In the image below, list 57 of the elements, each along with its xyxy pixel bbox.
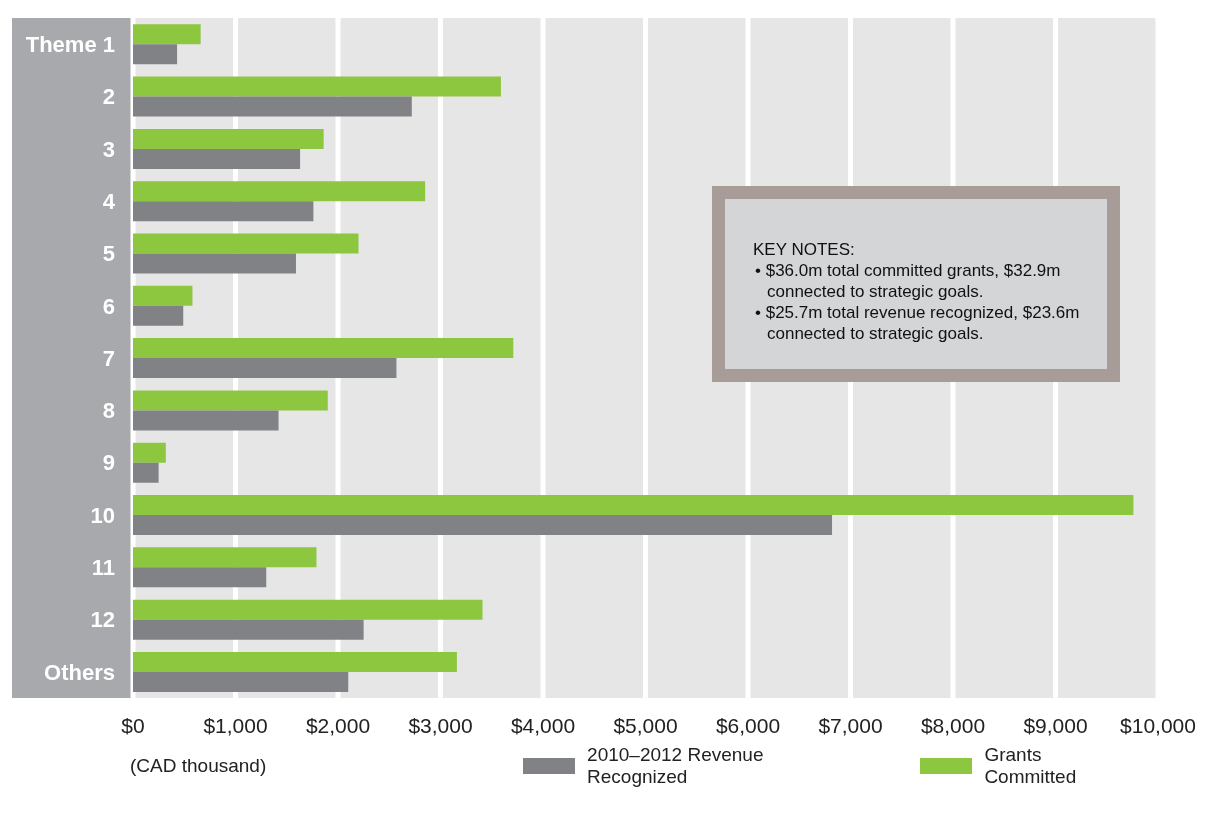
x-tick-label: $7,000 bbox=[818, 713, 883, 737]
bar bbox=[133, 390, 328, 411]
legend-label: 2010–2012 Revenue Recognized bbox=[587, 744, 765, 788]
bar bbox=[133, 44, 178, 65]
bar bbox=[133, 599, 483, 620]
bar bbox=[133, 410, 279, 431]
y-tick-label: 5 bbox=[102, 241, 115, 267]
bar bbox=[133, 24, 201, 45]
annotation: • $25.7m total revenue recognized, $23.6m connected to strategic goals. bbox=[754, 302, 1081, 344]
bar bbox=[133, 547, 317, 568]
bar bbox=[133, 181, 426, 202]
x-tick-label: $6,000 bbox=[715, 713, 781, 737]
y-tick-label: 2 bbox=[102, 84, 115, 110]
y-tick-label: 7 bbox=[102, 345, 115, 371]
y-tick-label: 4 bbox=[102, 188, 116, 214]
x-tick-label: $4,000 bbox=[510, 713, 576, 737]
bar bbox=[133, 338, 514, 359]
bar bbox=[133, 358, 397, 379]
bar bbox=[133, 253, 296, 274]
x-tick-label: $9,000 bbox=[1023, 713, 1088, 737]
y-tick-label: Theme 1 bbox=[25, 31, 115, 57]
x-tick-label: $1,000 bbox=[203, 713, 268, 737]
bar bbox=[133, 462, 159, 483]
bar bbox=[133, 442, 166, 463]
bar bbox=[133, 619, 364, 640]
bar bbox=[133, 128, 324, 149]
y-tick-label: 12 bbox=[90, 607, 115, 633]
x-tick-label: $0 bbox=[121, 713, 145, 737]
y-tick-label: 6 bbox=[102, 293, 115, 319]
bar bbox=[133, 495, 1134, 516]
x-tick-label: $10,000 bbox=[1120, 713, 1196, 737]
y-tick-label: 3 bbox=[102, 136, 115, 162]
bar bbox=[133, 96, 412, 117]
bar bbox=[133, 285, 193, 306]
x-tick-label: $5,000 bbox=[613, 713, 678, 737]
x-tick-label: $8,000 bbox=[920, 713, 986, 737]
y-tick-label: 9 bbox=[102, 450, 115, 476]
bar bbox=[133, 201, 314, 222]
x-tick-label: $2,000 bbox=[305, 713, 371, 737]
bar bbox=[133, 567, 267, 588]
y-tick-label: Others bbox=[44, 659, 115, 685]
y-tick-label: 10 bbox=[90, 502, 115, 528]
y-tick-label: 8 bbox=[102, 398, 115, 424]
x-axis-title: (CAD thousand) bbox=[129, 755, 268, 777]
legend-label: Grants Committed bbox=[984, 744, 1078, 788]
notes-box: KEY NOTES: • $36.0m total committed grants, $32.9m connected to strategic goals. • $25.7m total revenue recognized, $23.6m connected to strategic goals. bbox=[712, 186, 1120, 382]
bar bbox=[133, 515, 833, 536]
bar bbox=[133, 233, 359, 254]
bar bbox=[133, 76, 501, 97]
bar bbox=[133, 148, 301, 169]
bar bbox=[133, 651, 457, 672]
x-tick-label: $3,000 bbox=[408, 713, 473, 737]
annotation: KEY NOTES: bbox=[753, 239, 856, 260]
annotation: • $36.0m total committed grants, $32.9m connected to strategic goals. bbox=[754, 260, 1062, 302]
y-tick-label: 11 bbox=[91, 555, 115, 581]
bar bbox=[133, 671, 349, 692]
bar bbox=[133, 305, 184, 326]
